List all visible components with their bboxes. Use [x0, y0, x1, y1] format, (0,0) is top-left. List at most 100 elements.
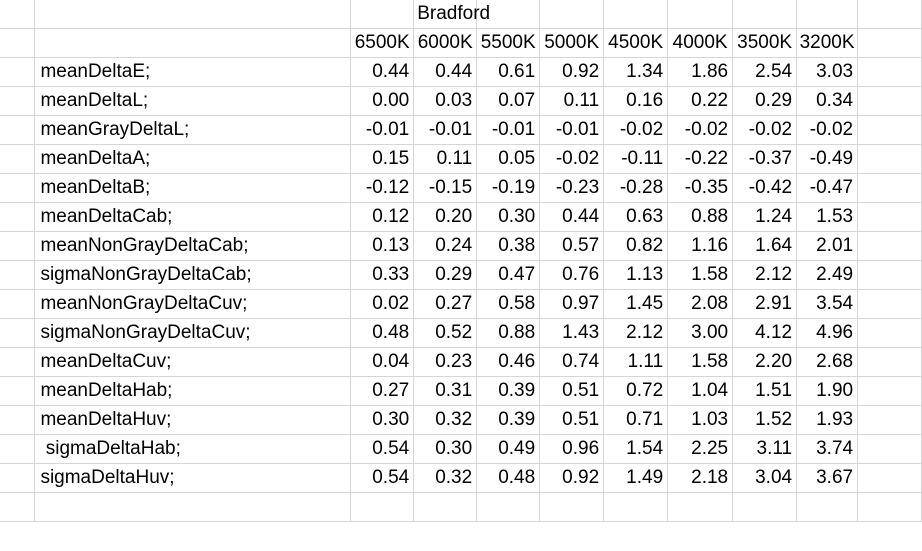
value-cell[interactable]: 0.39 — [476, 376, 541, 406]
empty-cell[interactable] — [857, 173, 922, 203]
value-cell[interactable]: 0.57 — [539, 231, 605, 261]
value-cell[interactable]: 1.58 — [667, 260, 734, 290]
value-cell[interactable]: -0.02 — [667, 115, 734, 145]
value-cell[interactable]: 0.13 — [350, 231, 415, 261]
value-cell[interactable]: 1.64 — [732, 231, 798, 261]
value-cell[interactable]: 2.18 — [667, 463, 734, 493]
value-cell[interactable]: 1.11 — [603, 347, 669, 377]
row-label-cell[interactable]: meanDeltaE; — [34, 57, 352, 87]
value-cell[interactable]: 0.88 — [476, 318, 541, 348]
value-cell[interactable]: -0.02 — [539, 144, 605, 174]
row-label-cell[interactable]: meanDeltaL; — [34, 86, 352, 116]
value-cell[interactable]: 0.39 — [476, 405, 541, 435]
value-cell[interactable]: 4.12 — [732, 318, 798, 348]
column-header[interactable]: 4500K — [603, 28, 669, 58]
empty-cell[interactable] — [857, 28, 922, 58]
value-cell[interactable]: 0.51 — [539, 405, 605, 435]
value-cell[interactable]: 3.03 — [796, 57, 859, 87]
value-cell[interactable]: 0.12 — [350, 202, 415, 232]
value-cell[interactable]: 2.08 — [667, 289, 734, 319]
value-cell[interactable]: 2.20 — [732, 347, 798, 377]
column-header[interactable]: 3200K — [796, 28, 859, 58]
row-label-cell[interactable]: meanGrayDeltaL; — [34, 115, 352, 145]
empty-cell[interactable] — [857, 0, 922, 29]
empty-cell[interactable] — [0, 347, 36, 377]
empty-cell[interactable] — [732, 0, 798, 29]
empty-cell[interactable] — [603, 0, 669, 29]
value-cell[interactable]: 0.34 — [796, 86, 859, 116]
value-cell[interactable]: 0.54 — [350, 434, 415, 464]
value-cell[interactable]: 0.72 — [603, 376, 669, 406]
value-cell[interactable]: 1.49 — [603, 463, 669, 493]
value-cell[interactable]: 2.49 — [796, 260, 859, 290]
empty-cell[interactable] — [667, 0, 734, 29]
empty-cell[interactable] — [0, 289, 36, 319]
value-cell[interactable]: 0.52 — [413, 318, 478, 348]
value-cell[interactable]: -0.12 — [350, 173, 415, 203]
value-cell[interactable]: 0.31 — [413, 376, 478, 406]
empty-cell[interactable] — [857, 463, 922, 493]
column-header[interactable]: 4000K — [667, 28, 734, 58]
empty-cell[interactable] — [857, 318, 922, 348]
value-cell[interactable]: 0.97 — [539, 289, 605, 319]
empty-cell[interactable] — [857, 434, 922, 464]
value-cell[interactable]: -0.01 — [476, 115, 541, 145]
value-cell[interactable]: 0.44 — [539, 202, 605, 232]
value-cell[interactable]: 0.88 — [667, 202, 734, 232]
cell-title[interactable]: Bradford — [350, 0, 490, 29]
empty-cell[interactable] — [350, 492, 415, 522]
value-cell[interactable]: 0.00 — [350, 86, 415, 116]
empty-cell[interactable] — [0, 144, 36, 174]
value-cell[interactable]: 0.29 — [732, 86, 798, 116]
value-cell[interactable]: 2.12 — [603, 318, 669, 348]
value-cell[interactable]: 0.30 — [476, 202, 541, 232]
value-cell[interactable]: 1.24 — [732, 202, 798, 232]
value-cell[interactable]: 3.54 — [796, 289, 859, 319]
empty-cell[interactable] — [857, 144, 922, 174]
empty-cell[interactable] — [0, 376, 36, 406]
value-cell[interactable]: 0.38 — [476, 231, 541, 261]
value-cell[interactable]: 0.44 — [413, 57, 478, 87]
value-cell[interactable]: -0.49 — [796, 144, 859, 174]
empty-cell[interactable] — [857, 260, 922, 290]
value-cell[interactable]: 0.58 — [476, 289, 541, 319]
value-cell[interactable]: 2.01 — [796, 231, 859, 261]
value-cell[interactable]: 0.15 — [350, 144, 415, 174]
value-cell[interactable]: 0.51 — [539, 376, 605, 406]
value-cell[interactable]: 1.34 — [603, 57, 669, 87]
empty-cell[interactable] — [0, 405, 36, 435]
value-cell[interactable]: 0.33 — [350, 260, 415, 290]
value-cell[interactable]: -0.02 — [732, 115, 798, 145]
value-cell[interactable]: 3.74 — [796, 434, 859, 464]
value-cell[interactable]: 0.22 — [667, 86, 734, 116]
value-cell[interactable]: 2.25 — [667, 434, 734, 464]
value-cell[interactable]: 0.49 — [476, 434, 541, 464]
empty-cell[interactable] — [0, 463, 36, 493]
empty-cell[interactable] — [0, 173, 36, 203]
value-cell[interactable]: 2.91 — [732, 289, 798, 319]
value-cell[interactable]: 0.61 — [476, 57, 541, 87]
value-cell[interactable]: 0.20 — [413, 202, 478, 232]
value-cell[interactable]: -0.02 — [603, 115, 669, 145]
empty-cell[interactable] — [0, 202, 36, 232]
empty-cell[interactable] — [0, 260, 36, 290]
value-cell[interactable]: -0.15 — [413, 173, 478, 203]
empty-cell[interactable] — [34, 492, 352, 522]
value-cell[interactable]: 2.54 — [732, 57, 798, 87]
value-cell[interactable]: 0.03 — [413, 86, 478, 116]
value-cell[interactable]: -0.35 — [667, 173, 734, 203]
empty-cell[interactable] — [0, 492, 36, 522]
value-cell[interactable]: 0.16 — [603, 86, 669, 116]
value-cell[interactable]: 1.53 — [796, 202, 859, 232]
empty-cell[interactable] — [0, 318, 36, 348]
value-cell[interactable]: 1.16 — [667, 231, 734, 261]
value-cell[interactable]: -0.19 — [476, 173, 541, 203]
empty-cell[interactable] — [857, 231, 922, 261]
row-label-cell[interactable]: meanDeltaHuv; — [34, 405, 352, 435]
value-cell[interactable]: 0.27 — [413, 289, 478, 319]
value-cell[interactable]: 3.00 — [667, 318, 734, 348]
value-cell[interactable]: 1.45 — [603, 289, 669, 319]
value-cell[interactable]: 0.30 — [413, 434, 478, 464]
value-cell[interactable]: 0.54 — [350, 463, 415, 493]
row-label-cell[interactable]: meanDeltaA; — [34, 144, 352, 174]
